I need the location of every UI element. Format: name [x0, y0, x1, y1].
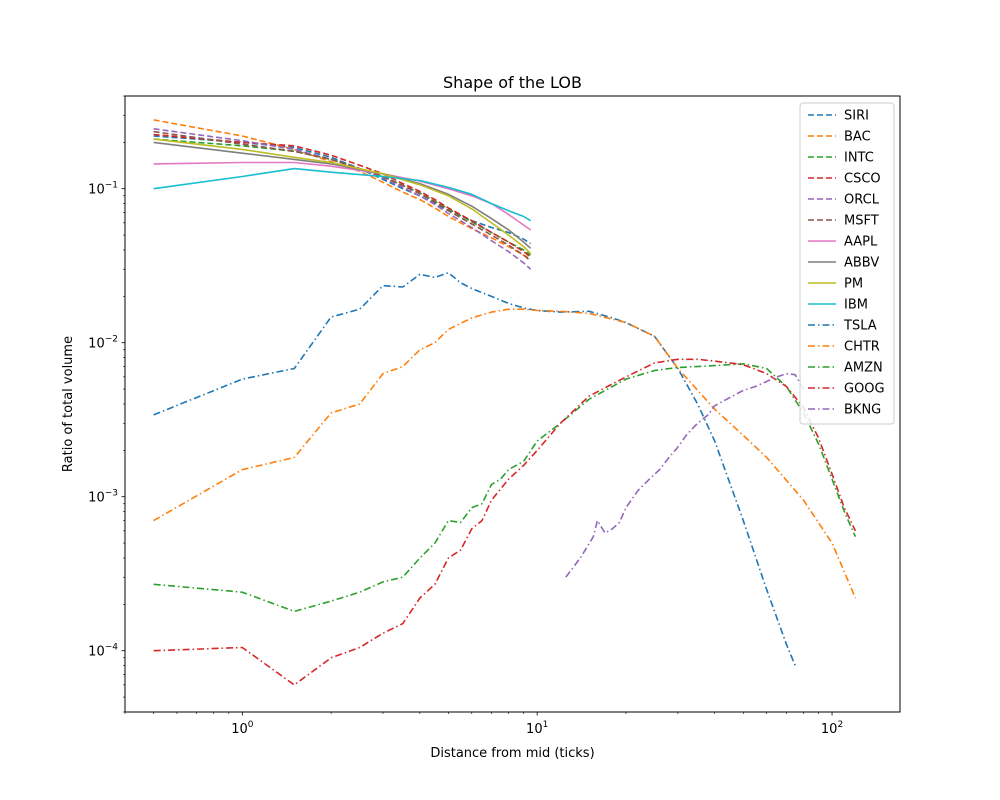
legend-label-bac: BAC [844, 130, 871, 145]
y-tick-label: 10−1 [88, 181, 118, 198]
series-line-amzn [153, 362, 857, 613]
legend-label-pm: PM [844, 277, 863, 292]
x-tick-label: 102 [821, 720, 843, 737]
legend-label-chtr: CHTR [844, 340, 880, 355]
x-tick-label: 100 [231, 720, 254, 737]
legend: SIRI BAC INTC CSCO ORCL MSFT AAPL ABBV PM IBM TSLA… [799, 102, 895, 425]
x-axis-label: Distance from mid (ticks) [430, 746, 594, 761]
series-line-tsla [153, 271, 796, 666]
legend-label-siri: SIRI [844, 109, 869, 124]
legend-label-msft: MSFT [844, 214, 879, 229]
series-line-chtr [153, 308, 857, 599]
chart-title: Shape of the LOB [443, 73, 582, 92]
series-layer [153, 119, 857, 686]
series-line-goog [153, 358, 857, 686]
legend-label-aapl: AAPL [844, 235, 878, 250]
series-line-pm [153, 138, 532, 254]
legend-box [799, 102, 895, 425]
y-tick-label: 10−2 [88, 335, 118, 352]
series-line-siri [153, 135, 532, 245]
x-tick-label: 101 [526, 720, 548, 737]
series-line-abbv [153, 141, 532, 249]
y-tick-label: 10−3 [88, 489, 118, 506]
legend-label-abbv: ABBV [844, 256, 879, 271]
y-axis-label: Ratio of total volume [61, 336, 76, 472]
legend-label-bkng: BKNG [844, 403, 881, 418]
legend-label-tsla: TSLA [843, 319, 877, 334]
series-line-msft [153, 130, 532, 262]
y-tick-label: 10−4 [88, 643, 118, 660]
legend-label-orcl: ORCL [844, 193, 880, 208]
plot-frame [124, 95, 901, 713]
series-line-csco [153, 133, 532, 258]
legend-label-goog: GOOG [844, 382, 885, 397]
legend-label-intc: INTC [844, 151, 874, 166]
legend-label-ibm: IBM [844, 298, 868, 313]
series-line-bkng [565, 372, 805, 578]
legend-label-amzn: AMZN [844, 361, 883, 376]
series-line-aapl [153, 161, 532, 231]
y-axis: 10−4 10−3 10−2 10−1 [88, 95, 125, 713]
legend-label-csco: CSCO [844, 172, 881, 187]
series-line-ibm [153, 167, 532, 222]
series-line-orcl [153, 128, 532, 270]
